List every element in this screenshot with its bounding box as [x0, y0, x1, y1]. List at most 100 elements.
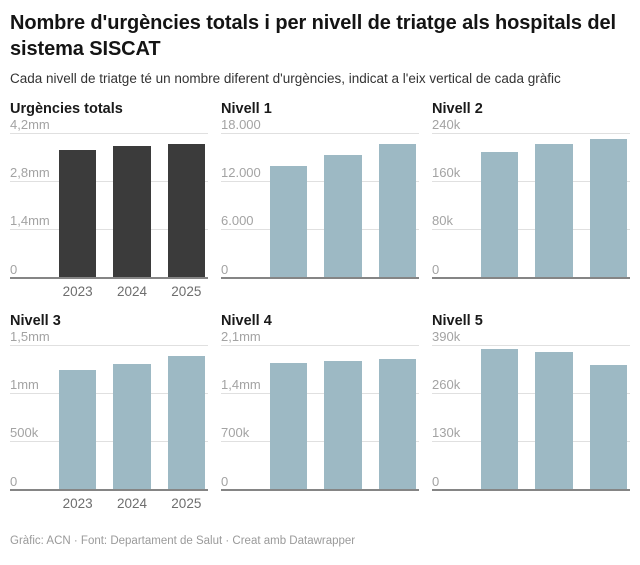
x-axis-baseline — [221, 488, 419, 491]
chart-title: Nivell 3 — [10, 312, 61, 329]
y-tick-label: 500k — [10, 425, 39, 441]
gridline — [221, 344, 419, 346]
y-tick-label: 160k — [432, 164, 461, 180]
y-tick-label: 390k — [432, 328, 461, 344]
x-axis-baseline — [432, 488, 630, 491]
x-tick-label: 2025 — [171, 283, 202, 299]
bar-2023 — [270, 165, 308, 279]
chart-title: Nivell 1 — [221, 100, 272, 117]
chart-title: Nivell 2 — [432, 100, 483, 117]
gridline — [10, 392, 208, 394]
gridline — [10, 441, 208, 443]
x-axis-labels: 2023 2024 2025 — [59, 495, 208, 513]
bar-2024 — [535, 144, 573, 279]
x-axis-baseline — [221, 276, 419, 279]
chart-plot: 390k 260k 130k 0 — [432, 330, 630, 491]
gridline — [10, 229, 208, 231]
y-tick-label: 2,1mm — [221, 328, 261, 344]
bar-2024 — [113, 145, 151, 279]
bar-2024 — [113, 363, 151, 491]
gridline — [432, 229, 630, 231]
bar-2024 — [324, 154, 362, 279]
x-axis-labels: 2023 2024 2025 — [59, 283, 208, 301]
bars-group — [270, 134, 416, 279]
chart-urgencies-totals: Urgències totals 4,2mm 2,8mm 1,4mm 0 2023 20… — [10, 100, 208, 301]
gridline — [432, 344, 630, 346]
bar-2023 — [270, 362, 308, 491]
page-title: Nombre d'urgències totals i per nivell d… — [10, 12, 616, 60]
y-tick-label: 700k — [221, 425, 250, 441]
bars-group — [481, 134, 627, 279]
y-tick-label: 0 — [221, 473, 229, 489]
gridline — [432, 392, 630, 394]
x-tick-label: 2025 — [171, 495, 202, 511]
y-tick-label: 2,8mm — [10, 164, 50, 180]
chart-title: Nivell 4 — [221, 312, 272, 329]
y-tick-label: 80k — [432, 213, 453, 229]
gridline — [221, 392, 419, 394]
y-tick-label: 18.000 — [221, 116, 261, 132]
y-tick-label: 260k — [432, 376, 461, 392]
chart-nivell-2: Nivell 2 240k 160k 80k 0 — [432, 100, 630, 301]
gridline — [432, 132, 630, 134]
chart-plot: 4,2mm 2,8mm 1,4mm 0 — [10, 118, 208, 279]
bar-2023 — [481, 348, 519, 491]
y-tick-label: 1,4mm — [10, 213, 50, 229]
chart-plot: 2,1mm 1,4mm 700k 0 — [221, 330, 419, 491]
bar-2023 — [481, 151, 519, 279]
y-tick-label: 1mm — [10, 376, 39, 392]
footer-credit: Gràfic: ACN · Font: Departament de Salut… — [10, 534, 356, 547]
y-tick-label: 4,2mm — [10, 116, 50, 132]
bar-2024 — [535, 351, 573, 491]
y-tick-label: 0 — [221, 261, 229, 277]
chart-page: Nombre d'urgències totals i per nivell d… — [10, 12, 630, 513]
bar-2023 — [59, 369, 97, 491]
y-tick-label: 130k — [432, 425, 461, 441]
bar-2025 — [167, 356, 205, 491]
bar-2024 — [324, 361, 362, 491]
chart-plot: 240k 160k 80k 0 — [432, 118, 630, 279]
chart-title: Nivell 5 — [432, 312, 483, 329]
bars-group — [481, 346, 627, 491]
gridline — [432, 441, 630, 443]
chart-nivell-1: Nivell 1 18.000 12.000 6.000 0 — [221, 100, 419, 301]
chart-plot: 18.000 12.000 6.000 0 — [221, 118, 419, 279]
bars-group — [59, 134, 205, 279]
x-axis-baseline — [10, 276, 208, 279]
bars-group — [59, 346, 205, 491]
gridline — [10, 344, 208, 346]
y-tick-label: 1,5mm — [10, 328, 50, 344]
chart-nivell-4: Nivell 4 2,1mm 1,4mm 700k 0 — [221, 312, 419, 513]
bar-2025 — [378, 358, 416, 491]
bar-2023 — [59, 150, 97, 279]
chart-title: Urgències totals — [10, 100, 123, 117]
x-tick-label: 2024 — [116, 495, 148, 511]
x-axis-baseline — [10, 488, 208, 491]
y-tick-label: 6.000 — [221, 213, 254, 229]
gridline — [432, 180, 630, 182]
x-tick-label: 2023 — [62, 283, 93, 299]
y-tick-label: 0 — [432, 473, 440, 489]
chart-nivell-5: Nivell 5 390k 260k 130k 0 — [432, 312, 630, 513]
x-tick-label: 2024 — [116, 283, 148, 299]
y-tick-label: 0 — [10, 473, 18, 489]
y-tick-label: 1,4mm — [221, 376, 261, 392]
gridline — [221, 132, 419, 134]
gridline — [221, 229, 419, 231]
y-tick-label: 0 — [10, 261, 18, 277]
chart-nivell-3: Nivell 3 1,5mm 1mm 500k 0 2023 2024 2025 — [10, 312, 208, 513]
bars-group — [270, 346, 416, 491]
bar-2025 — [589, 138, 627, 279]
bar-2025 — [589, 364, 627, 491]
chart-plot: 1,5mm 1mm 500k 0 — [10, 330, 208, 491]
gridline — [221, 180, 419, 182]
gridline — [221, 441, 419, 443]
x-tick-label: 2023 — [62, 495, 93, 511]
x-axis-baseline — [432, 276, 630, 279]
small-multiples-grid: Urgències totals 4,2mm 2,8mm 1,4mm 0 2023 20… — [10, 100, 630, 513]
bar-2025 — [167, 143, 205, 279]
bar-2025 — [378, 144, 416, 279]
y-tick-label: 240k — [432, 116, 461, 132]
gridline — [10, 180, 208, 182]
page-subtitle: Cada nivell de triatge té un nombre dife… — [10, 71, 561, 86]
